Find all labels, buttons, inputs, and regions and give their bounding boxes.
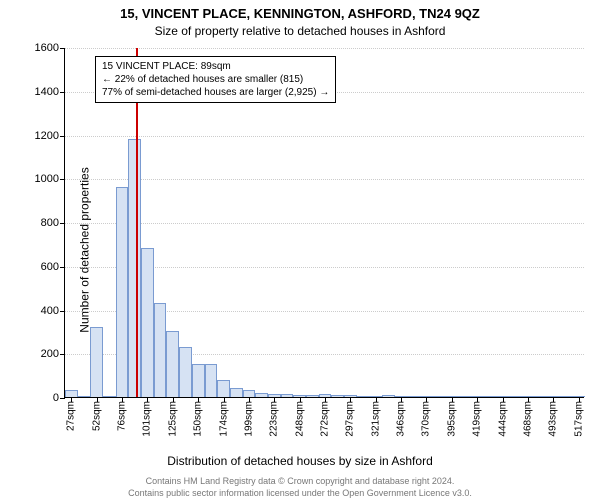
bar [141,248,154,397]
annotation-line-3: 77% of semi-detached houses are larger (… [102,86,329,99]
bar [306,395,319,397]
bar [331,395,344,397]
bar [572,396,585,397]
bar [420,396,433,397]
bar [509,396,522,397]
bar [445,396,458,397]
bar [65,390,78,397]
chart-title: 15, VINCENT PLACE, KENNINGTON, ASHFORD, … [0,6,600,21]
ytick-label: 0 [53,392,65,404]
bar [357,396,370,397]
bar [433,396,446,397]
ytick-label: 1400 [35,86,65,98]
bar [268,394,281,397]
xtick-label: 101sqm [142,397,153,437]
bar [116,187,129,397]
bar [369,396,382,397]
ytick-label: 800 [41,217,65,229]
bar [395,396,408,397]
bar [534,396,547,397]
xtick-label: 370sqm [421,397,432,437]
xtick-label: 419sqm [472,397,483,437]
bar [319,394,332,397]
bar [243,390,256,397]
bar [179,347,192,397]
annotation-line-2: ← 22% of detached houses are smaller (81… [102,73,329,86]
xtick-label: 174sqm [218,397,229,437]
bar [205,364,218,397]
bar [484,396,497,397]
chart-subtitle: Size of property relative to detached ho… [0,24,600,38]
bar [522,396,535,397]
bar [458,396,471,397]
xtick-label: 125sqm [167,397,178,437]
ytick-label: 400 [41,305,65,317]
bar [192,364,205,397]
xtick-label: 248sqm [294,397,305,437]
ytick-label: 1200 [35,130,65,142]
bar [547,396,560,397]
ytick-label: 1600 [35,42,65,54]
bar [281,394,294,397]
xtick-label: 297sqm [345,397,356,437]
bar [560,396,573,397]
bar [90,327,103,397]
xtick-label: 27sqm [66,397,77,431]
bar [166,331,179,397]
bar [78,396,91,397]
xtick-label: 150sqm [193,397,204,437]
bar [217,380,230,398]
bar [496,396,509,397]
bar [103,396,116,397]
bar [154,303,167,397]
bar [230,388,243,397]
xtick-label: 468sqm [522,397,533,437]
xtick-label: 444sqm [497,397,508,437]
xtick-label: 493sqm [548,397,559,437]
annotation-line-1: 15 VINCENT PLACE: 89sqm [102,60,329,73]
x-axis-label: Distribution of detached houses by size … [0,454,600,468]
xtick-label: 321sqm [370,397,381,437]
annotation-box: 15 VINCENT PLACE: 89sqm ← 22% of detache… [95,56,336,103]
bar [344,395,357,397]
bar [255,393,268,397]
xtick-label: 52sqm [91,397,102,431]
bar [471,396,484,397]
xtick-label: 517sqm [573,397,584,437]
bar [293,395,306,397]
footer-line-1: Contains HM Land Registry data © Crown c… [0,476,600,486]
bar [407,396,420,397]
ytick-label: 1000 [35,173,65,185]
xtick-label: 395sqm [446,397,457,437]
ytick-label: 600 [41,261,65,273]
bar [382,395,395,397]
xtick-label: 76sqm [117,397,128,431]
plot-area: 15 VINCENT PLACE: 89sqm ← 22% of detache… [64,48,584,398]
xtick-label: 272sqm [320,397,331,437]
xtick-label: 199sqm [243,397,254,437]
chart-container: 15, VINCENT PLACE, KENNINGTON, ASHFORD, … [0,0,600,500]
xtick-label: 346sqm [396,397,407,437]
footer-line-2: Contains public sector information licen… [0,488,600,498]
ytick-label: 200 [41,348,65,360]
xtick-label: 223sqm [269,397,280,437]
